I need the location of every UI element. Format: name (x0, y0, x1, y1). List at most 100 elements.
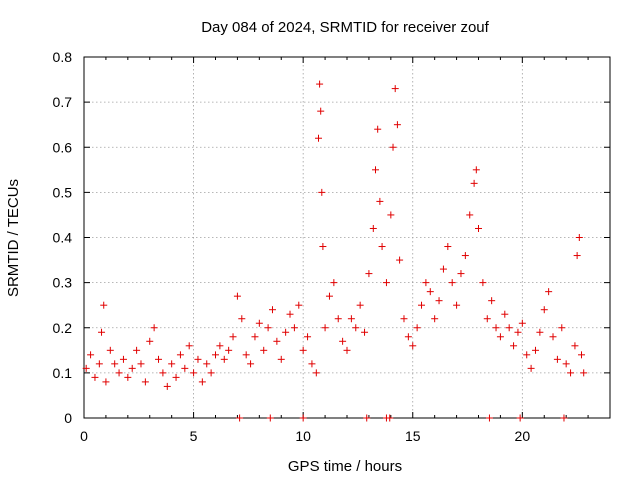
data-point (238, 315, 246, 323)
data-point (168, 360, 176, 368)
data-point (376, 197, 384, 205)
y-tick-label: 0.2 (53, 320, 73, 336)
data-point (251, 333, 259, 341)
data-point (185, 342, 193, 350)
y-tick-label: 0.5 (53, 184, 73, 200)
data-point (319, 243, 327, 251)
data-point (549, 333, 557, 341)
data-point (343, 346, 351, 354)
y-tick-label: 0 (64, 410, 72, 426)
data-point (229, 333, 237, 341)
data-point (518, 319, 526, 327)
data-point (496, 333, 504, 341)
zero-data-point (485, 414, 493, 422)
data-point (95, 360, 103, 368)
x-tick-label: 20 (515, 428, 531, 444)
data-point (431, 315, 439, 323)
data-point (475, 224, 482, 232)
data-point (317, 107, 325, 115)
x-axis-label: GPS time / hours (288, 458, 402, 475)
data-point (163, 382, 171, 390)
data-point (82, 364, 90, 372)
data-point (155, 355, 163, 363)
data-point (233, 292, 241, 300)
data-point (91, 373, 99, 381)
data-point (361, 328, 369, 336)
data-point (422, 279, 430, 287)
data-point (260, 346, 268, 354)
data-point (347, 315, 355, 323)
x-tick-label: 10 (295, 428, 311, 444)
zero-data-point (363, 414, 371, 422)
data-point (225, 346, 233, 354)
data-point (483, 315, 491, 323)
data-point (391, 85, 399, 93)
data-point (558, 324, 566, 332)
data-point (159, 369, 167, 377)
data-point (264, 324, 272, 332)
data-point (304, 333, 312, 341)
data-point (389, 143, 397, 151)
y-tick-label: 0.6 (53, 139, 73, 155)
data-point (277, 355, 285, 363)
data-point (198, 378, 206, 386)
data-point (146, 337, 154, 345)
y-tick-label: 0.1 (53, 365, 73, 381)
data-point (510, 342, 518, 350)
data-point (106, 346, 114, 354)
x-tick-labels: 0 5 10 15 20 (80, 428, 530, 444)
data-point (492, 324, 500, 332)
data-point (400, 315, 408, 323)
data-point (457, 270, 465, 278)
data-point (435, 297, 443, 305)
data-point (290, 324, 298, 332)
data-point (382, 279, 390, 287)
data-point (273, 337, 281, 345)
data-point (505, 324, 513, 332)
data-point (472, 166, 480, 174)
data-point (299, 346, 307, 354)
data-point (98, 328, 106, 336)
zero-data-point (299, 414, 307, 422)
data-point (536, 328, 544, 336)
data-point (133, 346, 141, 354)
data-point (448, 279, 456, 287)
data-point (339, 337, 347, 345)
data-point (176, 351, 184, 359)
data-point (567, 369, 575, 377)
data-point (194, 355, 202, 363)
data-point (371, 166, 379, 174)
data-point (282, 328, 290, 336)
data-point (318, 188, 326, 196)
data-point (369, 224, 377, 232)
data-point (181, 364, 189, 372)
axis-ticks (83, 56, 610, 419)
data-points (82, 80, 588, 422)
data-point (426, 288, 434, 296)
data-point (172, 373, 180, 381)
data-point (212, 351, 219, 359)
y-tick-label: 0.8 (53, 49, 73, 65)
data-point (418, 301, 426, 309)
data-point (470, 179, 478, 187)
data-point (321, 324, 329, 332)
data-point (575, 234, 583, 241)
y-tick-label: 0.7 (53, 94, 73, 110)
data-point (444, 243, 452, 251)
data-point (111, 360, 119, 368)
x-tick-label: 15 (405, 428, 421, 444)
data-point (413, 324, 421, 332)
data-point (295, 301, 303, 309)
data-point (203, 360, 211, 368)
data-point (137, 360, 145, 368)
data-point (378, 243, 386, 251)
data-point (523, 351, 531, 359)
data-point (316, 80, 324, 88)
zero-data-point (516, 414, 524, 422)
data-point (286, 310, 294, 318)
zero-data-point (560, 414, 568, 422)
data-point (365, 270, 373, 278)
data-point (102, 378, 110, 386)
data-point (578, 351, 586, 359)
